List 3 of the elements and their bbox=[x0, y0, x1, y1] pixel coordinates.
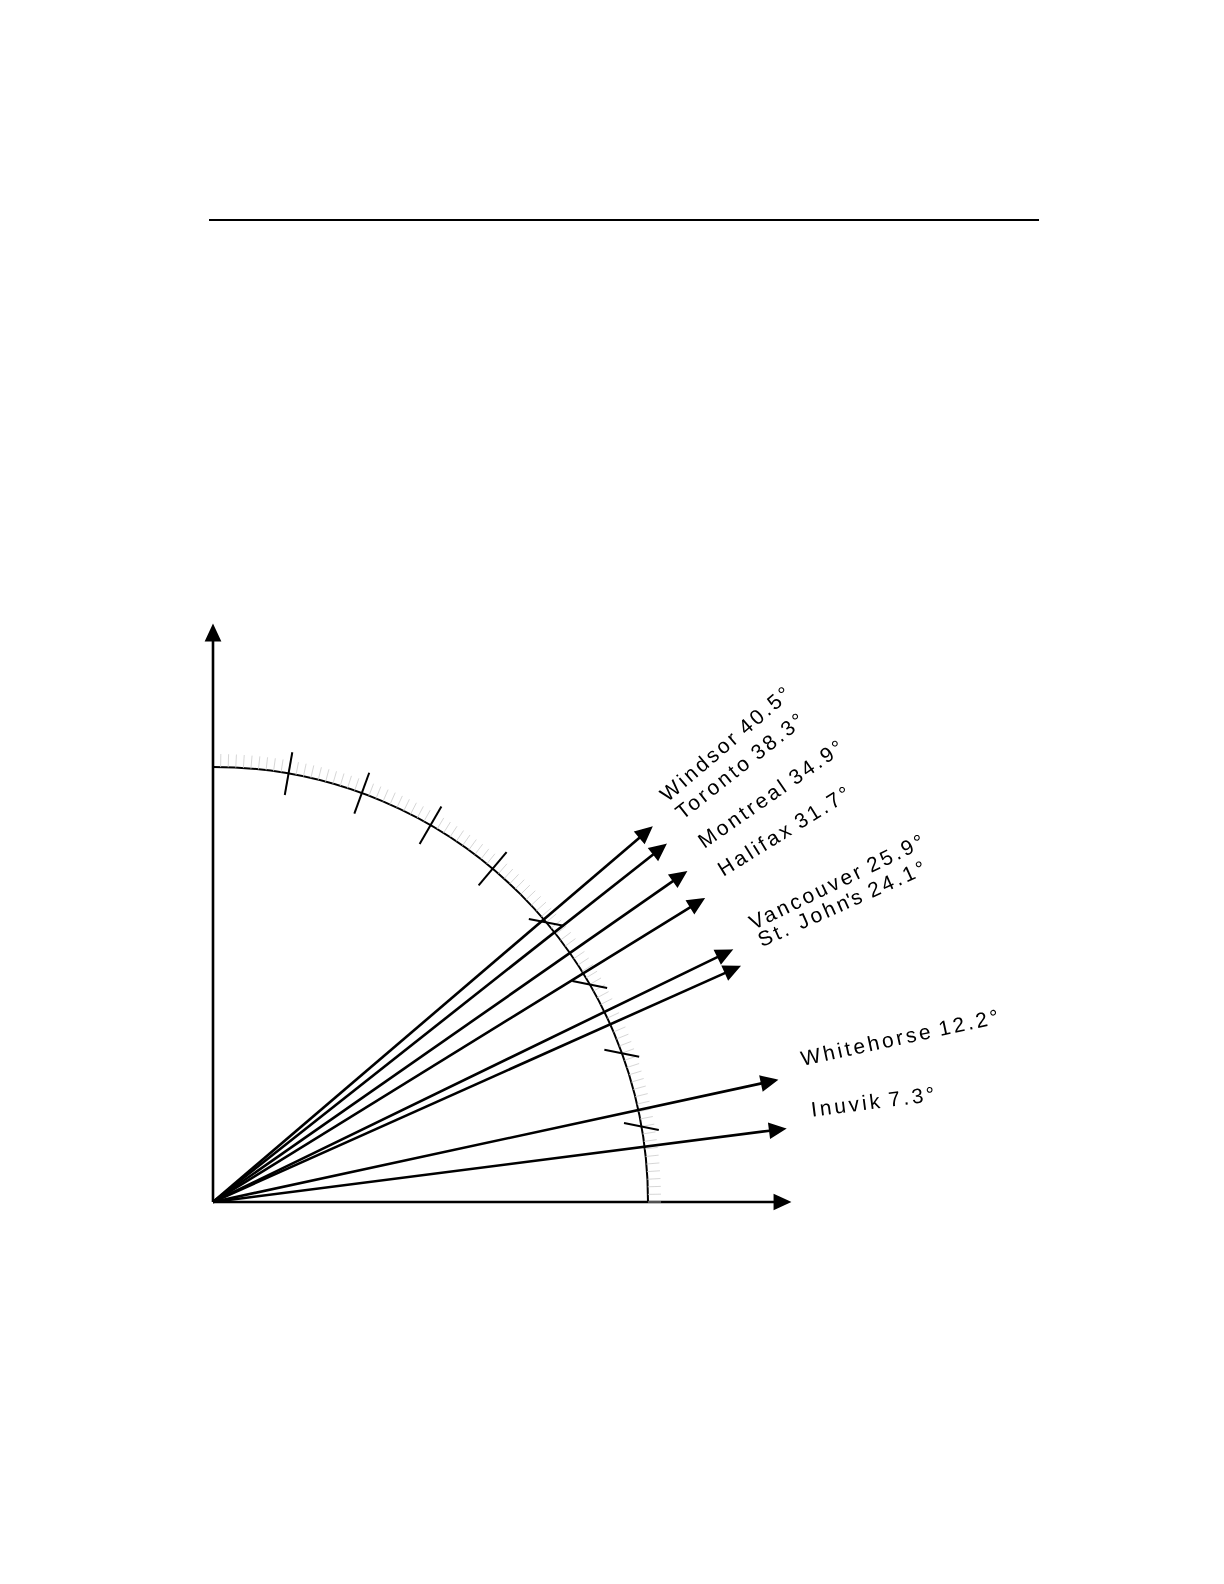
category-label: Inuvik bbox=[812, 1093, 881, 1117]
data-label: 12.2° bbox=[939, 1009, 997, 1036]
data-label: 7.3° bbox=[888, 1086, 933, 1107]
